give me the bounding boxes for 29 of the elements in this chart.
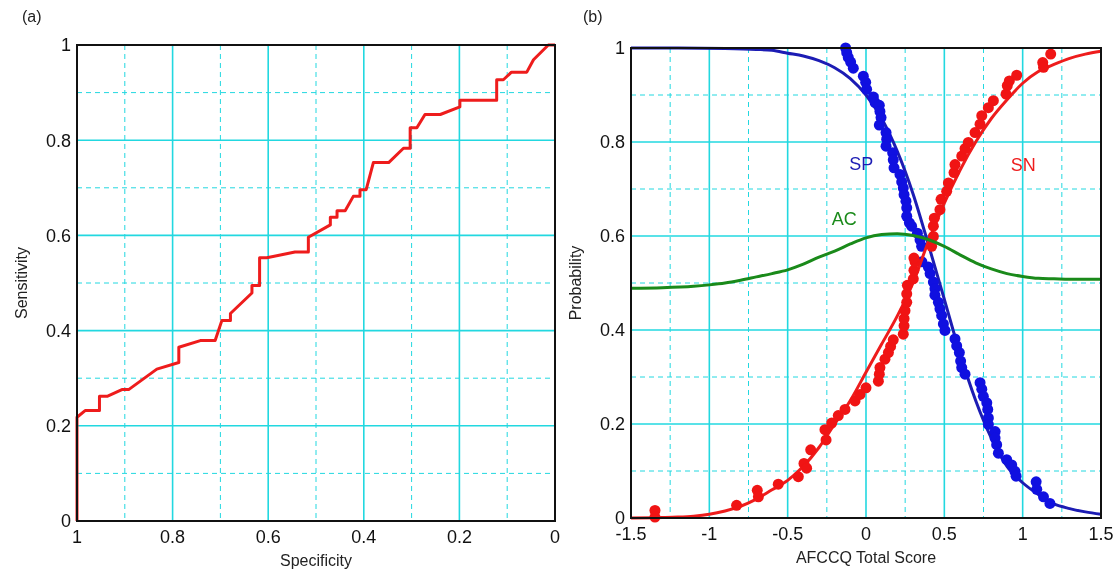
y-tick-label: 0.2 — [599, 414, 625, 435]
x-axis-title: AFCCQ Total Score — [795, 549, 937, 566]
x-tick-label: 0.2 — [446, 527, 472, 547]
chart-title: (a) — [22, 8, 42, 25]
x-tick-label: 0.4 — [351, 527, 377, 547]
y-tick-label: 0.8 — [45, 130, 71, 151]
chart-title: (b) — [583, 8, 603, 25]
y-tick-label: 1 — [60, 35, 71, 56]
y-axis-title: Sensitivity — [13, 246, 30, 320]
x-tick-label: 0.5 — [931, 524, 957, 544]
y-tick-label: 0.4 — [599, 320, 625, 341]
x-tick-label: 0.6 — [255, 527, 281, 547]
line-series — [75, 43, 557, 523]
x-axis-title: Specificity — [279, 552, 353, 569]
y-axis-title: Probability — [567, 245, 584, 321]
y-tick-label: 0.6 — [599, 226, 625, 247]
y-tick-label: 0.2 — [45, 416, 71, 437]
x-tick-label: 1.5 — [1088, 524, 1114, 544]
x-tick-label: 1 — [1017, 524, 1028, 544]
x-tick-label: -0.5 — [772, 524, 804, 544]
y-tick-label: 0.4 — [45, 321, 71, 342]
x-tick-label: 0 — [860, 524, 872, 544]
y-tick-label: 0.8 — [599, 132, 625, 153]
x-tick-label: 0.8 — [160, 527, 186, 547]
x-tick-label: -1 — [701, 524, 718, 544]
y-tick-label: 0.6 — [45, 225, 71, 246]
x-tick-label: 0 — [549, 527, 561, 547]
series-label: AC — [831, 209, 857, 230]
y-tick-label: 1 — [614, 38, 625, 59]
